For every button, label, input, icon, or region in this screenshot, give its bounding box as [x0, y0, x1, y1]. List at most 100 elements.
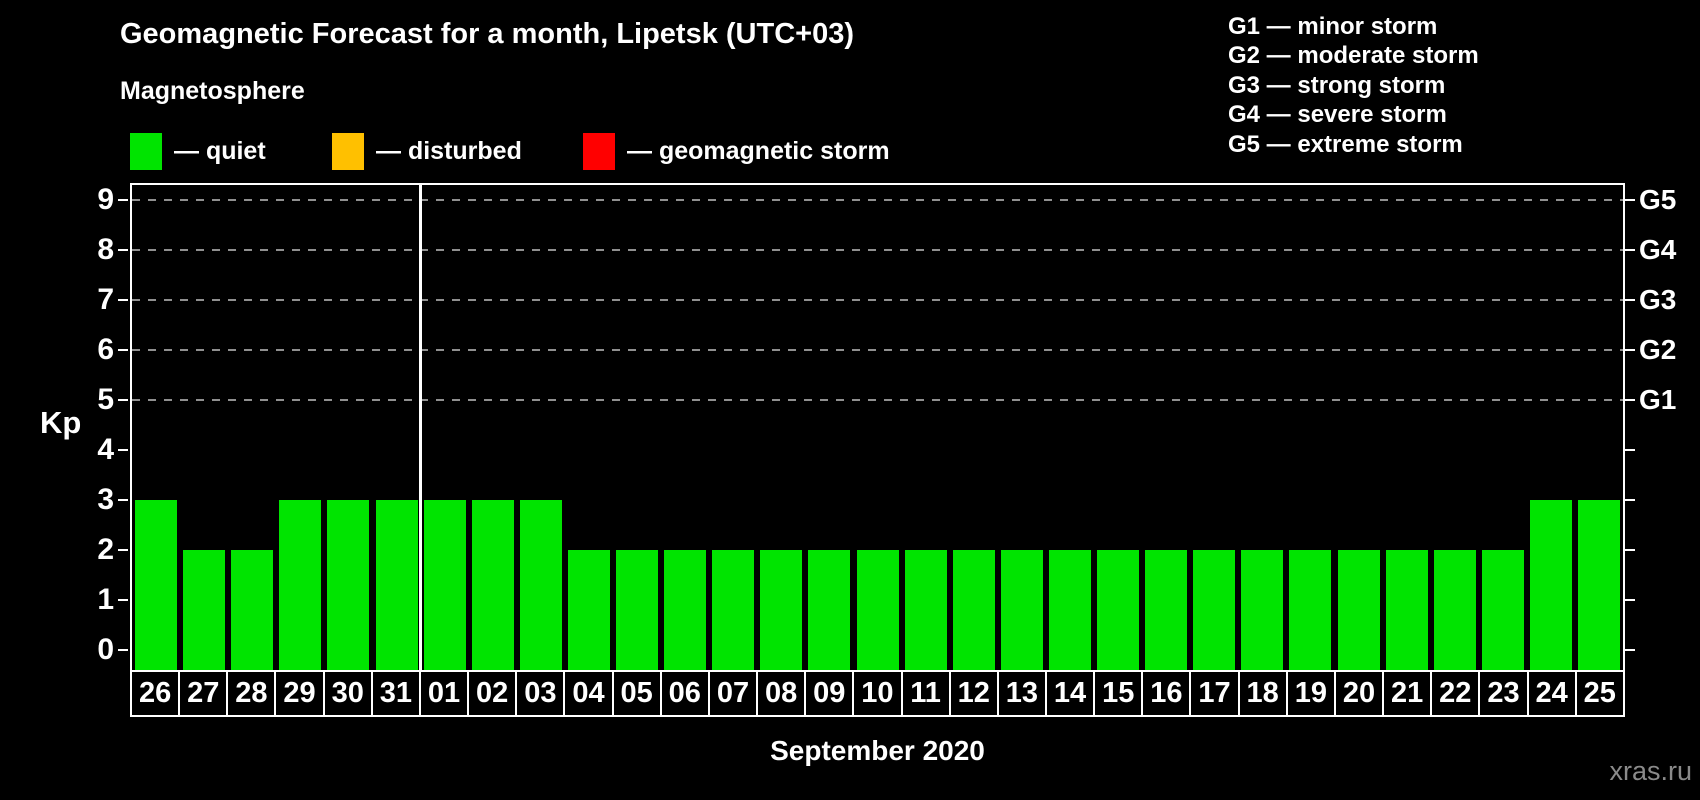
kp-tick-right-9 [1625, 199, 1635, 201]
kp-tick-left-2 [118, 549, 128, 551]
legend-label-quiet: — quiet [174, 137, 266, 165]
month-year-label: September 2020 [770, 735, 985, 766]
kp-tick-label-8: 8 [97, 233, 114, 266]
bar-day-23 [1481, 550, 1524, 670]
bar-day-22 [1433, 550, 1476, 670]
kp-tick-label-1: 1 [97, 583, 114, 616]
kp-tick-right-7 [1625, 299, 1635, 301]
day-label-08: 08 [756, 672, 804, 715]
kp-tick-right-5 [1625, 399, 1635, 401]
kp-tick-left-9 [118, 199, 128, 201]
day-label-22: 22 [1430, 672, 1478, 715]
kp-tick-left-4 [118, 449, 128, 451]
storm-scale-line-g2: G2 — moderate storm [1228, 42, 1479, 70]
day-label-28: 28 [226, 672, 274, 715]
bar-day-09 [808, 550, 851, 670]
kp-tick-label-0: 0 [97, 633, 114, 666]
day-label-26: 26 [138, 677, 172, 709]
bar-day-01 [423, 500, 466, 670]
gridline-kp-8 [132, 249, 1623, 251]
day-label-23: 23 [1478, 672, 1526, 715]
kp-tick-right-3 [1625, 499, 1635, 501]
day-label-06: 06 [659, 672, 708, 715]
bar-day-25 [1578, 500, 1620, 670]
bar-day-13 [1000, 550, 1043, 670]
day-label-09: 09 [804, 672, 852, 715]
kp-axis-label: Kp [40, 405, 82, 440]
plot-area-frame [130, 183, 1625, 670]
bar-day-06 [664, 550, 707, 670]
bar-day-11 [904, 550, 947, 670]
legend-label-geomagnetic-storm: — geomagnetic storm [627, 137, 890, 165]
kp-tick-left-1 [118, 599, 128, 601]
bar-day-27 [183, 550, 226, 670]
day-label-29: 29 [274, 672, 322, 715]
watermark: xras.ru [1609, 756, 1692, 786]
day-label-10: 10 [852, 672, 900, 715]
kp-tick-label-4: 4 [97, 433, 114, 466]
kp-tick-left-5 [118, 399, 128, 401]
bar-day-30 [327, 500, 370, 670]
bar-day-26 [135, 500, 177, 670]
day-label-16: 16 [1141, 672, 1189, 715]
legend-label-disturbed: — disturbed [376, 137, 522, 165]
storm-scale-line-g5: G5 — extreme storm [1228, 130, 1463, 158]
day-label-01: 01 [418, 672, 467, 715]
chart-title: Geomagnetic Forecast for a month, Lipets… [120, 18, 855, 50]
bar-day-20 [1337, 550, 1380, 670]
bar-day-14 [1048, 550, 1091, 670]
gridline-kp-7 [132, 299, 1623, 301]
kp-tick-right-1 [1625, 599, 1635, 601]
bar-day-28 [231, 550, 274, 670]
day-label-17: 17 [1189, 672, 1237, 715]
day-label-25: 25 [1574, 672, 1623, 715]
bar-day-24 [1529, 500, 1572, 670]
g-scale-label-G1: G1 [1639, 384, 1677, 415]
kp-tick-right-6 [1625, 349, 1635, 351]
storm-scale-line-g1: G1 — minor storm [1228, 13, 1438, 40]
legend-swatch-quiet [130, 133, 162, 170]
day-label-14: 14 [1044, 672, 1093, 715]
bar-day-10 [856, 550, 899, 670]
bar-day-31 [375, 500, 418, 670]
day-label-02: 02 [467, 672, 515, 715]
bar-day-02 [471, 500, 514, 670]
gridline-kp-9 [132, 199, 1623, 201]
bar-day-12 [952, 550, 995, 670]
kp-tick-label-3: 3 [97, 483, 114, 516]
day-label-03: 03 [515, 672, 563, 715]
bar-day-08 [760, 550, 803, 670]
storm-scale-legend: G1 — minor storm G2 — moderate storm G3 — … [1228, 12, 1479, 159]
day-axis-row: 26 27 28 29 30 31 01 02 03 04 05 06 07 08 09 10 11 12 13 14… [130, 670, 1625, 717]
kp-tick-label-5: 5 [97, 383, 114, 416]
day-label-07: 07 [707, 672, 756, 715]
g-scale-label-G5: G5 [1639, 184, 1677, 215]
kp-tick-label-2: 2 [97, 533, 114, 566]
gridline-kp-5 [132, 399, 1623, 401]
day-label-30: 30 [322, 672, 371, 715]
g-scale-label-G3: G3 [1639, 284, 1677, 315]
day-label-13: 13 [996, 672, 1045, 715]
kp-tick-left-8 [118, 249, 128, 251]
kp-tick-label-6: 6 [97, 333, 114, 366]
day-label-24: 24 [1526, 672, 1575, 715]
day-label-18: 18 [1237, 672, 1286, 715]
bar-day-16 [1145, 550, 1188, 670]
storm-scale-line-g3: G3 — strong storm [1228, 71, 1446, 99]
kp-tick-left-3 [118, 499, 128, 501]
bar-day-17 [1193, 550, 1236, 670]
magnetosphere-label: Magnetosphere [120, 77, 305, 105]
g-scale-label-G4: G4 [1639, 234, 1677, 265]
day-label-12: 12 [948, 672, 997, 715]
bar-day-19 [1289, 550, 1332, 670]
bar-day-04 [567, 550, 610, 670]
kp-tick-right-8 [1625, 249, 1635, 251]
bar-day-21 [1385, 550, 1428, 670]
day-label-20: 20 [1333, 672, 1382, 715]
bar-day-15 [1097, 550, 1139, 670]
bar-day-07 [712, 550, 755, 670]
day-label-11: 11 [900, 672, 949, 715]
kp-tick-right-0 [1625, 649, 1635, 651]
g-scale-label-G2: G2 [1639, 334, 1677, 365]
